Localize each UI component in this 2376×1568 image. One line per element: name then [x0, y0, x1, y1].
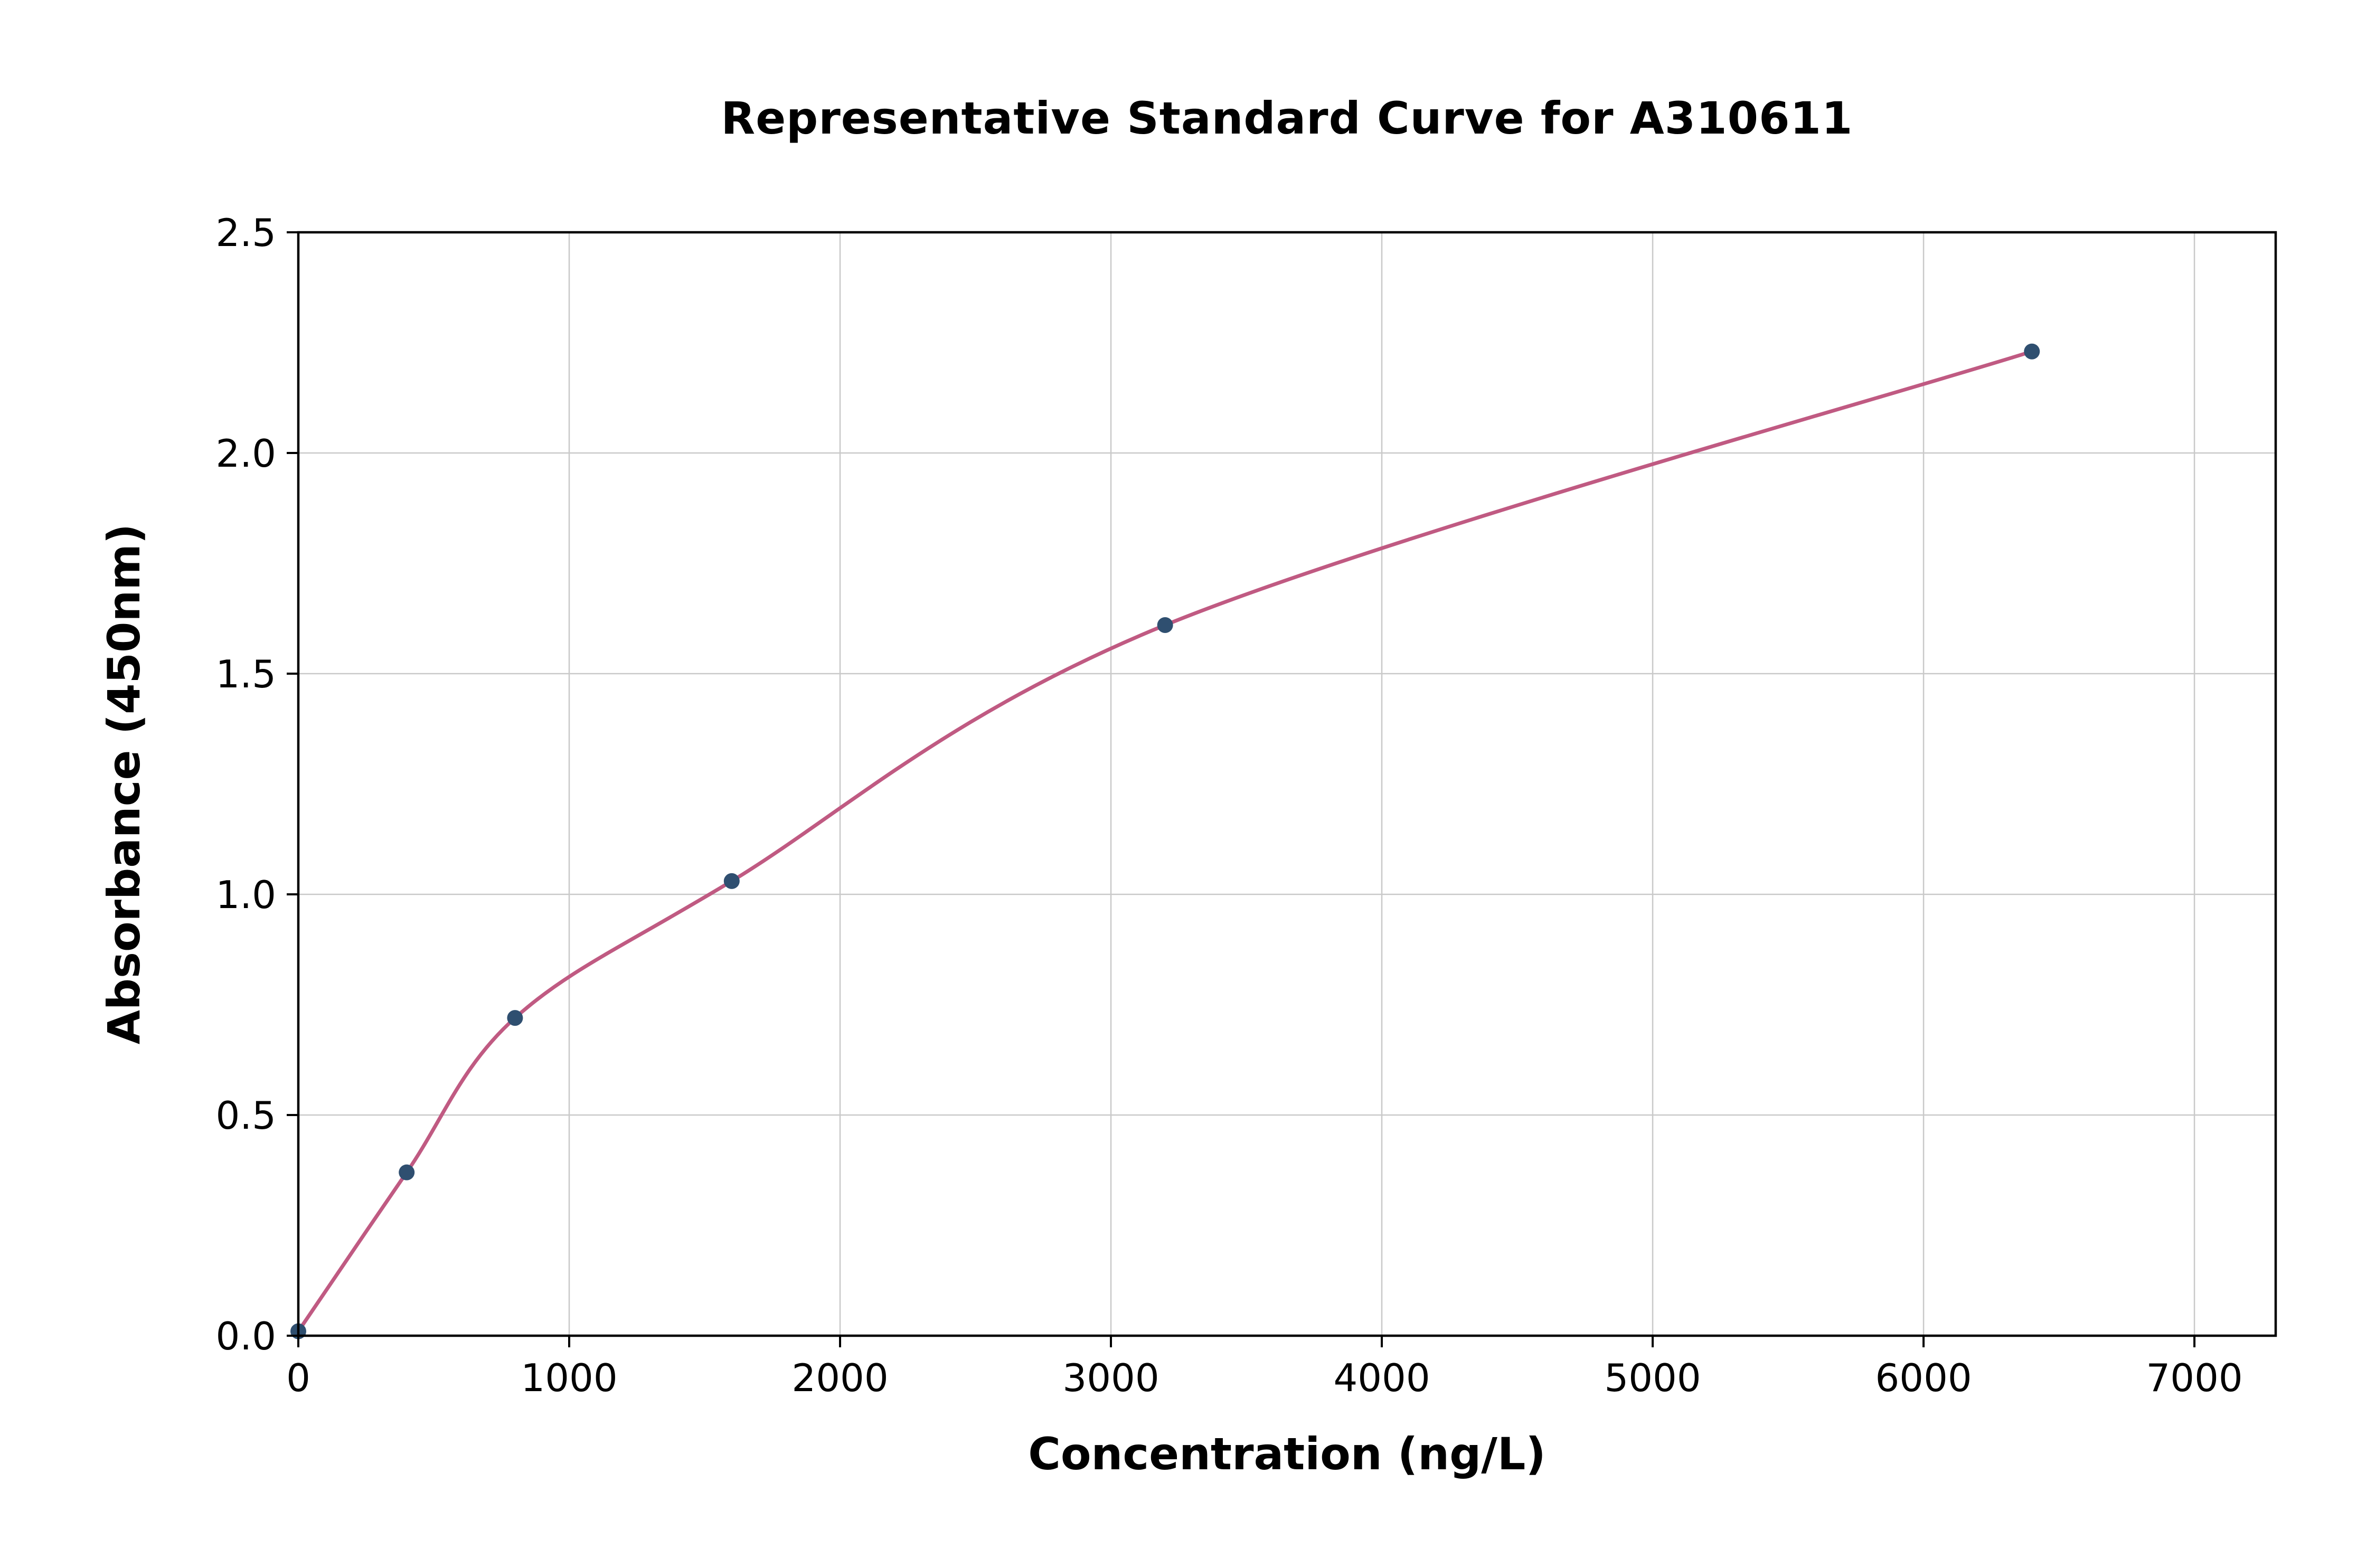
- x-tick-label: 6000: [1875, 1356, 1972, 1400]
- fitted-standard-curve: [298, 350, 2033, 1333]
- plot-border: [297, 231, 2277, 1337]
- x-tick-label: 0: [286, 1356, 310, 1400]
- chart-title: Representative Standard Curve for A31061…: [721, 92, 1853, 144]
- data-point: [399, 1164, 415, 1180]
- x-tick-label: 4000: [1333, 1356, 1430, 1400]
- data-point: [507, 1010, 523, 1026]
- y-axis-label: Absorbance (450nm): [98, 523, 150, 1045]
- y-tick-label: 0.5: [215, 1093, 276, 1138]
- x-tick-label: 7000: [2146, 1356, 2242, 1400]
- data-point: [1157, 617, 1173, 634]
- x-axis-label: Concentration (ng/L): [1028, 1428, 1546, 1480]
- data-point: [723, 873, 740, 889]
- x-tick-label: 3000: [1062, 1356, 1159, 1400]
- y-tick-label: 1.0: [215, 873, 276, 917]
- y-tick-label: 0.0: [215, 1314, 276, 1358]
- x-tick-label: 5000: [1604, 1356, 1701, 1400]
- data-point: [2024, 343, 2040, 360]
- x-tick-label: 2000: [791, 1356, 888, 1400]
- y-tick-label: 1.5: [215, 652, 276, 696]
- x-tick-label: 1000: [521, 1356, 617, 1400]
- y-tick-label: 2.0: [215, 431, 276, 476]
- y-tick-label: 2.5: [215, 211, 276, 255]
